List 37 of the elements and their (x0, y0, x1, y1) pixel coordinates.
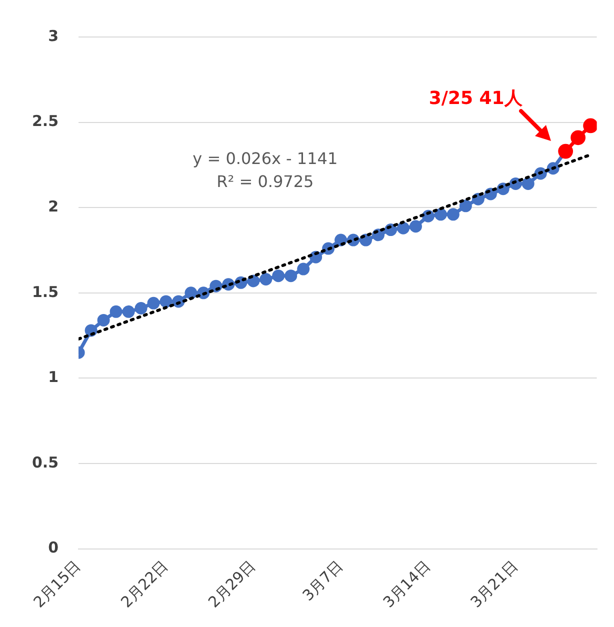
point (360, 234, 372, 246)
point (184, 286, 198, 300)
point (160, 295, 172, 308)
y-tick-label: 1 (48, 368, 59, 386)
point (570, 130, 586, 146)
annotation: R² = 0.9725 (216, 172, 314, 191)
y-tick-label: 2 (48, 197, 59, 216)
y-tick-label: 0.5 (32, 453, 59, 472)
point (260, 273, 272, 286)
point (284, 270, 298, 282)
point (583, 118, 597, 134)
point (134, 302, 148, 315)
point (446, 208, 460, 221)
x-tick-label: 2月15日 (30, 557, 84, 612)
point (147, 296, 160, 310)
y-tick-label: 1.5 (32, 282, 59, 301)
point (247, 274, 260, 288)
x-tick-label: 2月29日 (204, 557, 259, 612)
annotation: y = 0.026x - 1141 (192, 148, 338, 168)
point (459, 200, 472, 212)
point (97, 314, 110, 326)
point (272, 270, 285, 282)
point (409, 220, 422, 233)
point (434, 208, 447, 221)
point (110, 305, 122, 318)
point (396, 222, 410, 234)
annotation: 3/25 41人 (428, 88, 524, 109)
x-tick-label: 3月7日 (298, 557, 346, 604)
y-tick-label: 3 (48, 26, 59, 45)
y-tick-label: 0 (48, 538, 59, 557)
x-tick-label: 3月14日 (380, 557, 434, 612)
x-tick-label: 2月22日 (117, 557, 172, 612)
point (122, 305, 135, 318)
x-tick-label: 3月21日 (467, 557, 522, 612)
point (522, 177, 534, 190)
point (297, 262, 310, 276)
y-tick-label: 2.5 (32, 112, 59, 130)
